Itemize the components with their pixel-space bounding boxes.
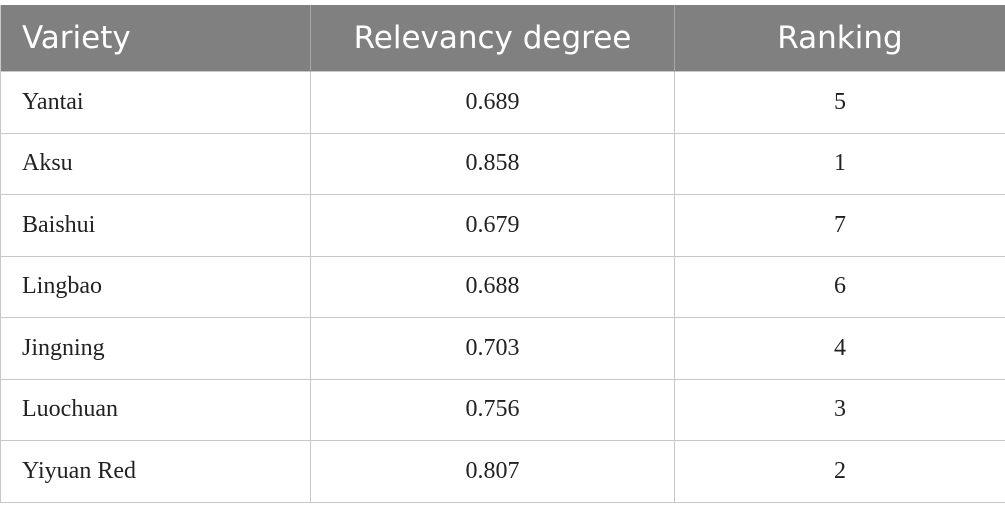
table-cell: Luochuan (0, 378, 311, 441)
header-cell: Variety (0, 5, 311, 72)
data-table: Variety Relevancy degree Ranking Yantai 0.6… (0, 5, 1005, 503)
table-row: Jingning 0.703 4 (0, 317, 1005, 380)
table-cell: 7 (674, 194, 1005, 257)
table-cell: Yantai (0, 71, 311, 134)
table-cell: Baishui (0, 194, 311, 257)
table-cell: Yiyuan Red (0, 440, 311, 503)
table-row: Luochuan 0.756 3 (0, 378, 1005, 441)
header-cell: Relevancy degree (310, 5, 675, 72)
table-cell: 6 (674, 255, 1005, 318)
table-cell: Jingning (0, 317, 311, 380)
table-cell: Aksu (0, 132, 311, 195)
table-cell: 3 (674, 378, 1005, 441)
table-cell: 0.858 (310, 132, 675, 195)
table-cell: 0.807 (310, 440, 675, 503)
table-row: Baishui 0.679 7 (0, 194, 1005, 257)
table-row: Lingbao 0.688 6 (0, 255, 1005, 318)
table-cell: 2 (674, 440, 1005, 503)
table-body: Yantai 0.689 5 Aksu 0.858 1 Baishui 0.679 7 Lingb… (0, 71, 1005, 503)
table-row: Yantai 0.689 5 (0, 71, 1005, 134)
table-cell: 1 (674, 132, 1005, 195)
table-cell: 0.756 (310, 378, 675, 441)
table-cell: 5 (674, 71, 1005, 134)
table-cell: 0.689 (310, 71, 675, 134)
header-row: Variety Relevancy degree Ranking (0, 5, 1005, 72)
table-cell: 4 (674, 317, 1005, 380)
table-cell: Lingbao (0, 255, 311, 318)
table-row: Yiyuan Red 0.807 2 (0, 440, 1005, 503)
header-cell: Ranking (674, 5, 1005, 72)
table-cell: 0.688 (310, 255, 675, 318)
table-row: Aksu 0.858 1 (0, 132, 1005, 195)
table-cell: 0.679 (310, 194, 675, 257)
table-cell: 0.703 (310, 317, 675, 380)
